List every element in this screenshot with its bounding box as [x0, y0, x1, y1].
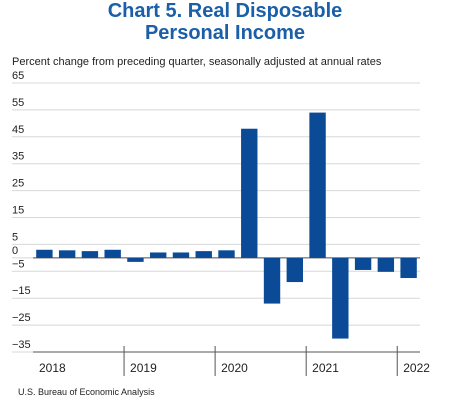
y-tick-label: 35	[12, 151, 24, 163]
bar	[172, 252, 190, 258]
y-tick-label: −35	[12, 339, 31, 351]
x-tick-label: 2019	[130, 361, 157, 375]
bar	[263, 257, 281, 304]
bar	[150, 252, 167, 258]
y-tick-label: 5	[12, 231, 18, 243]
bar	[127, 257, 144, 262]
y-tick-label: 0	[12, 245, 18, 257]
x-tick-label: 2020	[221, 361, 248, 375]
source: U.S. Bureau of Economic Analysis	[18, 387, 155, 397]
x-tick-label: 2022	[403, 361, 430, 375]
bar	[241, 128, 258, 258]
x-tick-label: 2018	[39, 361, 66, 375]
bar	[36, 249, 53, 258]
bar	[354, 257, 372, 270]
y-tick-label: −25	[12, 312, 31, 324]
bar	[332, 257, 349, 339]
y-tick-label: 45	[12, 124, 24, 136]
bar	[81, 251, 99, 258]
y-tick-label: −15	[12, 285, 31, 297]
y-tick-label: 15	[12, 205, 24, 217]
bar	[400, 257, 417, 279]
subtitle: Percent change from preceding quarter, s…	[12, 56, 382, 68]
y-tick-label: −5	[12, 258, 25, 270]
chart-title: Chart 5. Real Disposable Personal Income	[107, 0, 343, 44]
bar	[286, 257, 303, 283]
bar	[218, 250, 235, 258]
x-tick-label: 2021	[312, 361, 339, 375]
y-tick-label: 65	[12, 70, 24, 82]
y-tick-label: 25	[12, 178, 24, 190]
bar	[309, 112, 326, 258]
bar	[104, 249, 121, 258]
bar	[58, 250, 76, 258]
bar	[377, 257, 395, 272]
y-tick-label: 55	[12, 97, 24, 109]
bar	[195, 251, 212, 258]
